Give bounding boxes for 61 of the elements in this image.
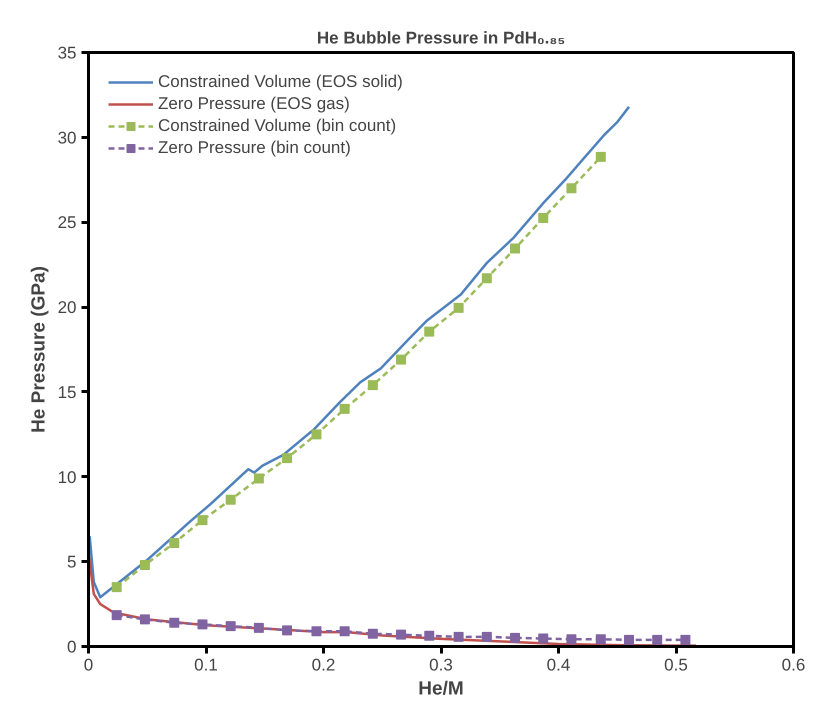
point [454,302,464,313]
point [169,538,180,548]
x-tick-label: 0.6 [782,656,806,674]
x-tick-label: 0.2 [312,656,336,674]
y-tick-label: 30 [58,128,77,148]
y-tick-label: 25 [58,213,77,232]
y-axis-title: He Pressure (GPa) [28,266,50,433]
point [112,582,122,592]
y-tick-label: 35 [58,44,77,62]
point [652,634,662,645]
legend-label: Constrained Volume (bin count) [158,116,396,136]
point [254,473,264,484]
point [680,634,690,645]
x-axis-title: He/M [418,678,464,700]
point [112,610,122,620]
point [254,622,264,633]
y-tick-label: 15 [58,382,77,402]
point [226,494,236,505]
x-tick-label: 0.1 [194,656,218,674]
point [197,619,208,630]
chart-title: He Bubble Pressure in PdH₀.₈₅ [316,28,566,48]
point [368,628,378,639]
point [482,632,492,642]
y-tick-label: 5 [67,552,77,572]
point [282,453,292,464]
point [482,273,492,284]
point [340,626,350,636]
point [368,380,378,390]
point [510,244,520,254]
point [538,212,548,223]
point [510,632,520,643]
point [454,632,464,642]
point [566,634,576,644]
point [311,429,322,440]
point [424,630,434,641]
point [169,618,180,628]
legend-label: Zero Pressure (bin count) [158,138,351,158]
point [538,634,548,644]
y-tick-label: 0 [67,638,77,656]
y-tick-label: 20 [58,298,77,318]
point [140,614,150,624]
point [282,625,292,636]
point [396,630,406,640]
point [226,621,236,632]
point [596,152,606,162]
x-tick-label: 0.3 [429,656,453,674]
point [624,634,634,645]
x-tick-label: 0.5 [664,656,688,674]
point [424,326,434,337]
point [140,560,150,570]
y-tick-label: 10 [58,468,77,487]
x-tick-label: 0 [84,656,94,674]
legend-label: Zero Pressure (EOS gas) [158,94,350,114]
point [596,634,606,644]
point [311,626,322,636]
x-tick-label: 0.4 [546,656,570,674]
legend-label: Constrained Volume (EOS solid) [158,72,403,92]
point [396,354,406,365]
point [197,515,208,526]
point [340,404,350,414]
point [566,183,576,194]
